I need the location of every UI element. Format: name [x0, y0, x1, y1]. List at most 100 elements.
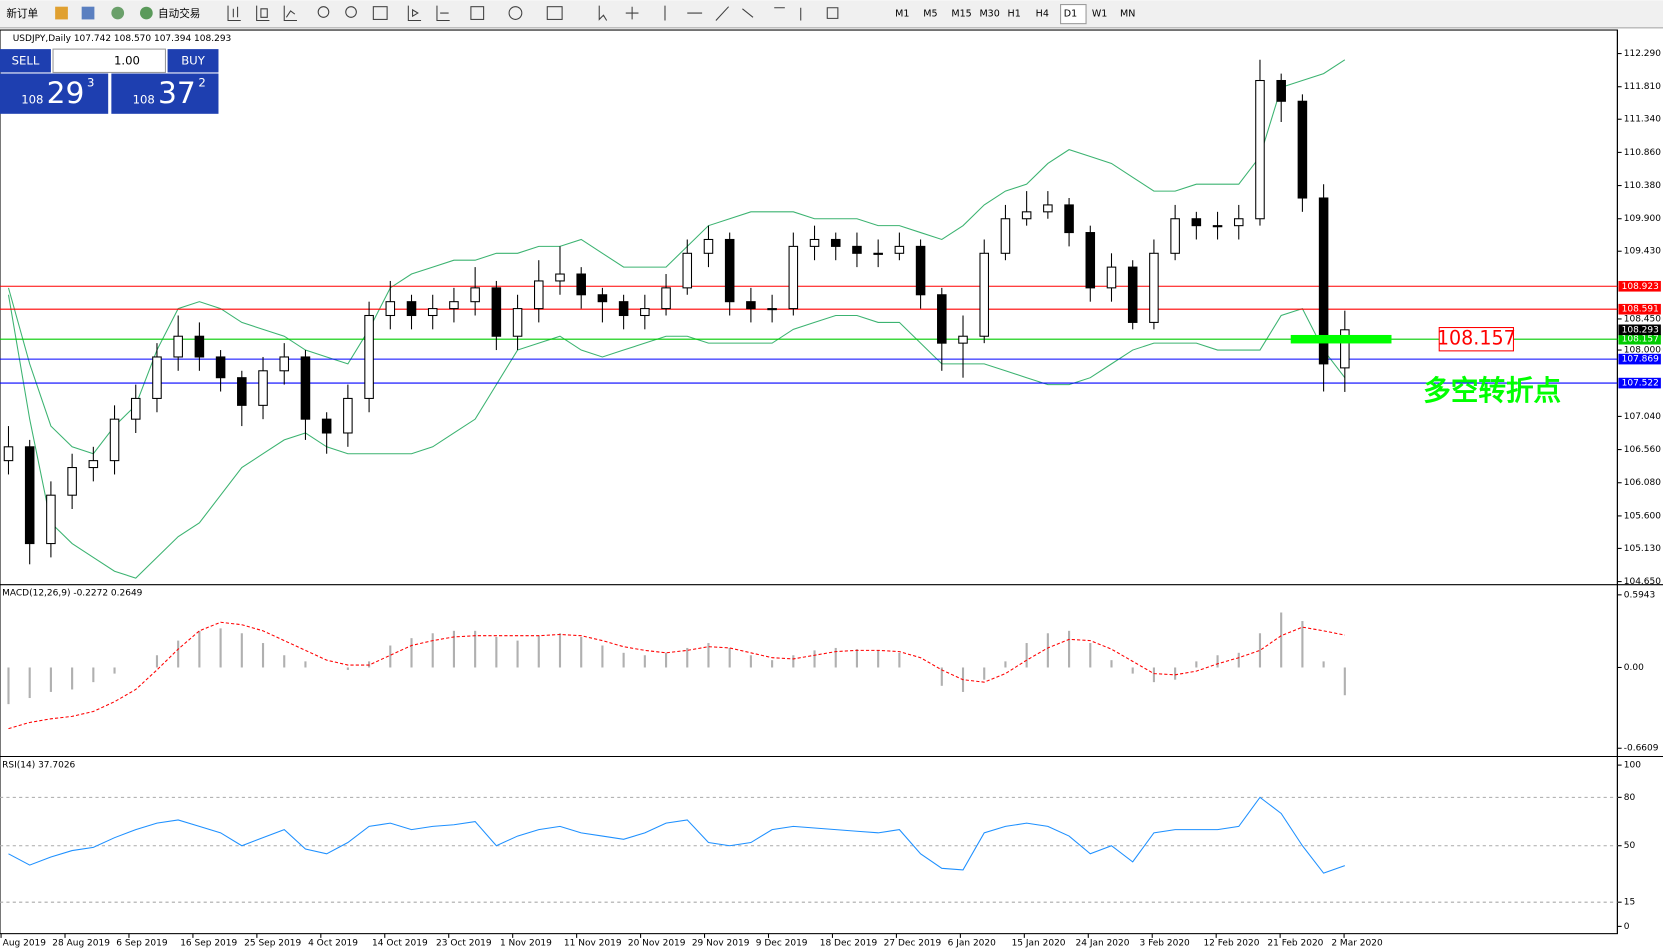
chart-frame	[0, 29, 1618, 935]
y-tick-label: -0.6609	[1624, 744, 1659, 754]
icon[interactable]	[139, 6, 153, 20]
level-tag	[1618, 353, 1661, 365]
candle-body	[279, 356, 290, 372]
candle-body	[152, 356, 162, 399]
candle-body	[237, 377, 247, 406]
icon[interactable]	[111, 6, 125, 20]
y-tick-label: 108.000	[1624, 346, 1661, 356]
timeframe[interactable]: D1	[1064, 9, 1077, 20]
x-tick-label: 23 Oct 2019	[436, 939, 492, 949]
candle-body	[661, 287, 671, 310]
icon[interactable]	[546, 6, 563, 20]
candle-body	[215, 356, 226, 379]
panel-title: MACD(12,26,9) -0.2272 0.2649	[2, 589, 143, 599]
y-tick-label: 111.810	[1624, 82, 1661, 92]
level-label: 108.157	[1622, 335, 1659, 345]
candle-body	[1297, 100, 1308, 199]
candle-body	[491, 287, 502, 337]
candle-body	[703, 238, 714, 254]
y-tick-label: 110.860	[1624, 148, 1661, 158]
sell-label[interactable]: SELL	[12, 53, 40, 67]
candle-body	[300, 356, 311, 420]
tool-icons	[227, 5, 839, 22]
candle-body	[1212, 225, 1223, 228]
x-tick-label: 15 Jan 2020	[1012, 939, 1066, 949]
icon[interactable]	[407, 5, 422, 22]
candle-body	[321, 418, 332, 434]
candle-body	[1043, 204, 1053, 213]
candle-body	[1000, 218, 1011, 254]
sell-price-prefix: 108	[21, 93, 43, 107]
timeframe[interactable]: H1	[1008, 9, 1021, 20]
candle-body	[746, 301, 756, 310]
x-tick-label: 3 Feb 2020	[1139, 939, 1190, 949]
candle-body	[1318, 197, 1329, 365]
sell-price-sup: 3	[87, 76, 94, 90]
candle-body	[173, 335, 183, 358]
icon[interactable]	[436, 5, 450, 22]
timeframe[interactable]: M5	[923, 9, 937, 20]
x-tick-label: 16 Sep 2019	[180, 939, 237, 949]
timeframe[interactable]: W1	[1092, 9, 1108, 20]
y-tick-label: 80	[1624, 793, 1636, 803]
auto-trade[interactable]: 自动交易	[158, 7, 200, 20]
last-price-tag	[1618, 324, 1661, 336]
candle-body	[1064, 204, 1074, 234]
icon[interactable]	[598, 5, 839, 21]
icon[interactable]	[508, 6, 523, 20]
candle-body	[767, 308, 777, 311]
icon[interactable]	[256, 5, 270, 22]
annotation-value: 108.157	[1437, 327, 1516, 350]
y-tick-label: 105.600	[1624, 511, 1661, 521]
icon[interactable]	[283, 5, 297, 22]
level-label: 107.522	[1622, 379, 1659, 389]
sell-button[interactable]	[0, 49, 51, 73]
candle-body	[1149, 252, 1159, 323]
x-tick-label: 12 Feb 2020	[1203, 939, 1259, 949]
panel-title: RSI(14) 37.7026	[2, 761, 75, 771]
x-tick-label: 1 Nov 2019	[500, 939, 552, 949]
sell-price-box[interactable]	[0, 73, 109, 114]
icon[interactable]	[227, 5, 241, 22]
x-tick-label: 6 Sep 2019	[116, 939, 168, 949]
timeframe[interactable]: M1	[895, 9, 909, 20]
icon[interactable]	[81, 6, 95, 20]
new-order[interactable]: 新订单	[6, 7, 38, 20]
volume[interactable]: 1.00	[114, 53, 140, 67]
candle-body	[109, 418, 120, 462]
y-tick-label: 106.080	[1624, 478, 1661, 488]
candle-body	[3, 446, 14, 462]
timeframe[interactable]: M30	[979, 9, 999, 20]
icon[interactable]	[372, 6, 388, 20]
x-tick-label: 21 Feb 2020	[1267, 939, 1323, 949]
timeframe[interactable]: H4	[1036, 9, 1049, 20]
candle-body	[130, 397, 141, 420]
icon[interactable]	[470, 6, 485, 20]
candle-body	[406, 301, 417, 317]
candle-body	[194, 335, 205, 358]
timeframe[interactable]: MN	[1120, 9, 1135, 20]
volume-box[interactable]	[52, 48, 166, 73]
candle-body	[46, 494, 56, 545]
icon[interactable]	[345, 6, 357, 18]
icon[interactable]	[55, 6, 68, 20]
y-tick-label: 0.00	[1624, 663, 1644, 673]
y-tick-label: 50	[1624, 841, 1636, 851]
bollinger-band	[7, 59, 1346, 455]
x-tick-label: 24 Jan 2020	[1076, 939, 1130, 949]
candle-body	[1233, 218, 1244, 227]
timeframe[interactable]: M15	[951, 9, 971, 20]
buy-button[interactable]	[167, 49, 219, 73]
buy-price-box[interactable]	[111, 73, 219, 114]
y-tick-label: 110.380	[1624, 181, 1661, 191]
x-tick-label: 4 Oct 2019	[308, 939, 358, 949]
candle-body	[830, 238, 841, 247]
icon[interactable]	[317, 6, 330, 18]
y-tick-label: 108.450	[1624, 314, 1661, 324]
candle-body	[534, 280, 544, 310]
buy-label[interactable]: BUY	[181, 53, 206, 67]
level-label: 108.591	[1622, 305, 1659, 315]
candle-body	[1191, 218, 1202, 227]
y-tick-label: 107.040	[1624, 412, 1661, 422]
